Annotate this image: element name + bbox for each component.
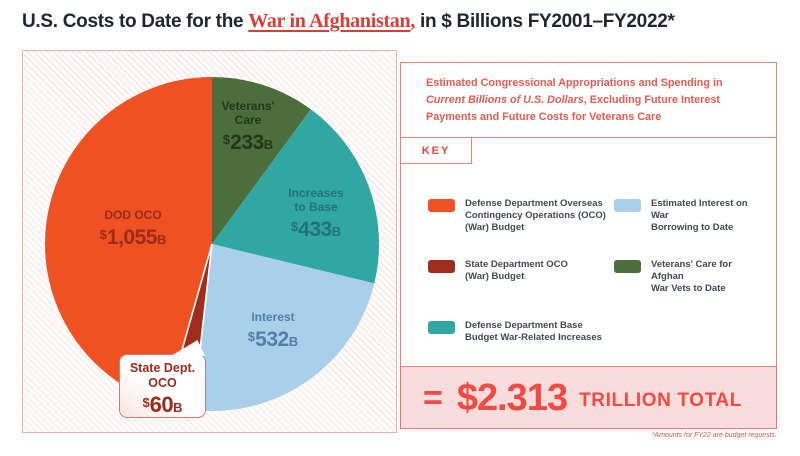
total-box: = $2.313 TRILLION TOTAL bbox=[400, 366, 777, 429]
pie-value-interest: $532B bbox=[247, 328, 299, 351]
legend-item-interest: Estimated Interest on War Borrowing to D… bbox=[614, 198, 764, 234]
pie-slice-veterans-care bbox=[212, 77, 311, 244]
info-panel: Estimated Congressional Appropriations a… bbox=[400, 62, 777, 439]
footnote: *Amounts for FY22 are budget requests. bbox=[651, 432, 777, 439]
state-dept-callout: State Dept. OCO $60B bbox=[119, 354, 206, 418]
pie-value-state-dept-oco: $60B bbox=[142, 392, 183, 417]
pie-chart bbox=[45, 77, 380, 412]
legend-swatch-base-budget bbox=[428, 321, 455, 334]
total-amount: $2.313 bbox=[456, 376, 568, 419]
key-label: KEY bbox=[421, 144, 451, 157]
legend-item-state-dept-oco: State Department OCO (War) Budget bbox=[428, 259, 614, 295]
key-tab: KEY bbox=[401, 138, 472, 164]
title-highlight: War in Afghanistan, bbox=[248, 10, 416, 32]
subtitle-box: Estimated Congressional Appropriations a… bbox=[400, 62, 777, 138]
title-prefix: U.S. Costs to Date for the bbox=[22, 11, 249, 32]
subtitle: Estimated Congressional Appropriations a… bbox=[426, 77, 723, 123]
pie-chart-panel: Veterans' Care $233B Increases to Base $… bbox=[22, 50, 397, 433]
pie-label-interest: Interest $532B bbox=[248, 310, 298, 354]
page-title: U.S. Costs to Date for the War in Afghan… bbox=[22, 10, 790, 33]
pie-label-veterans-care: Veterans' Care $233B bbox=[222, 99, 275, 157]
legend-item-veterans-care: Veterans' Care for Afghan War Vets to Da… bbox=[614, 259, 764, 295]
legend-swatch-state-dept-oco bbox=[428, 260, 455, 273]
pie-slice-increases-to-base bbox=[212, 109, 380, 284]
equals-sign: = bbox=[423, 378, 443, 417]
pie-value-dod-oco: $1,055B bbox=[99, 226, 167, 249]
total-unit: TRILLION TOTAL bbox=[579, 390, 742, 411]
pie-label-dod-oco: DOD OCO $1,055B bbox=[100, 208, 167, 252]
legend-item-dod-oco: Defense Department Overseas Contingency … bbox=[428, 198, 614, 234]
pie-label-increases-to-base: Increases to Base $433B bbox=[288, 186, 343, 244]
legend-swatch-interest bbox=[614, 199, 641, 212]
pie-slice-dod-oco bbox=[45, 77, 212, 405]
pie-value-increases-to-base: $433B bbox=[290, 218, 342, 241]
legend: Defense Department Overseas Contingency … bbox=[428, 198, 764, 369]
legend-box: KEY Defense Department Overseas Continge… bbox=[400, 137, 777, 367]
pie-value-veterans-care: $233B bbox=[222, 131, 274, 154]
title-suffix: in $ Billions FY2001–FY2022* bbox=[415, 11, 675, 32]
pie-slice-interest bbox=[193, 244, 375, 412]
legend-swatch-dod-oco bbox=[428, 199, 455, 212]
legend-item-base-budget: Defense Department Base Budget War-Relat… bbox=[428, 320, 614, 344]
legend-swatch-veterans-care bbox=[614, 260, 641, 273]
